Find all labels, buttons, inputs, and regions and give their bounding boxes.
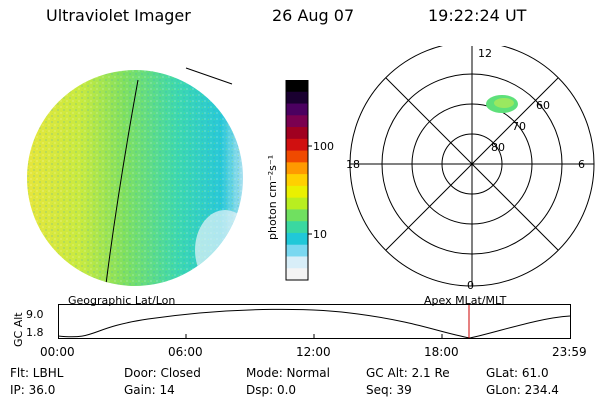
- limb-marker-line: [185, 67, 233, 85]
- colorbar-cell: [286, 103, 308, 116]
- mlt-label-12: 12: [478, 47, 492, 60]
- info-glon: GLon: 234.4: [486, 383, 559, 397]
- polar-mlt-plot: [349, 46, 595, 287]
- lat-label-80: 80: [491, 141, 505, 154]
- colorbar-cell: [286, 115, 308, 128]
- mlt-label-6: 6: [578, 158, 585, 171]
- colorbar-cell: [286, 162, 308, 175]
- instrument-title: Ultraviolet Imager: [46, 6, 191, 25]
- y-tick-9: 9.0: [26, 308, 44, 321]
- colorbar-cell: [286, 150, 308, 163]
- colorbar-cell: [286, 91, 308, 105]
- colorbar-tick-100: 100: [313, 140, 334, 153]
- mlt-label-0: 0: [467, 279, 474, 292]
- colorbar-cell: [286, 232, 308, 246]
- geographic-title: Geographic Lat/Lon: [68, 294, 176, 307]
- uv-earth-image: [27, 67, 243, 286]
- colorbar-cell: [286, 209, 308, 222]
- x-tick-2359: 23:59: [552, 345, 587, 359]
- info-gain: Gain: 14: [124, 383, 175, 397]
- colorbar-tick-10: 10: [313, 228, 327, 241]
- info-gc-alt: GC Alt: 2.1 Re: [366, 366, 450, 380]
- lat-label-70: 70: [512, 120, 526, 133]
- colorbar-cell: [286, 127, 308, 140]
- colorbar-cell: [286, 185, 308, 199]
- info-mode: Mode: Normal: [246, 366, 330, 380]
- info-ip: IP: 36.0: [10, 383, 56, 397]
- time-label: 19:22:24 UT: [428, 6, 527, 25]
- info-dsp: Dsp: 0.0: [246, 383, 297, 397]
- colorbar-label: photon cm⁻²s⁻¹: [266, 154, 279, 240]
- x-tick-0000: 00:00: [40, 345, 75, 359]
- x-tick-0600: 06:00: [168, 345, 203, 359]
- info-glat: GLat: 61.0: [486, 366, 549, 380]
- colorbar-cell: [286, 221, 308, 234]
- lat-label-60: 60: [536, 99, 550, 112]
- colorbar-cell: [286, 197, 308, 211]
- info-flt: Flt: LBHL: [10, 366, 64, 380]
- altitude-curve: [58, 308, 571, 339]
- y-tick-1-8: 1.8: [26, 326, 44, 339]
- info-seq: Seq: 39: [366, 383, 412, 397]
- colorbar-cell: [286, 268, 308, 281]
- date-label: 26 Aug 07: [272, 6, 355, 25]
- x-tick-1200: 12:00: [296, 345, 331, 359]
- x-tick-1800: 18:00: [424, 345, 459, 359]
- colorbar-cell: [286, 244, 308, 258]
- colorbar-cell: [286, 174, 308, 187]
- colorbar: [285, 80, 312, 281]
- terminator-line: [105, 79, 139, 285]
- info-door: Door: Closed: [124, 366, 201, 380]
- gc-alt-axis-label: GC Alt: [12, 312, 25, 347]
- colorbar-cell: [286, 256, 308, 269]
- colorbar-cell: [286, 80, 308, 93]
- apex-title: Apex MLat/MLT: [424, 294, 507, 307]
- colorbar-cell: [286, 138, 308, 152]
- mlt-label-18: 18: [346, 158, 360, 171]
- altitude-timeline-plot: [58, 304, 571, 339]
